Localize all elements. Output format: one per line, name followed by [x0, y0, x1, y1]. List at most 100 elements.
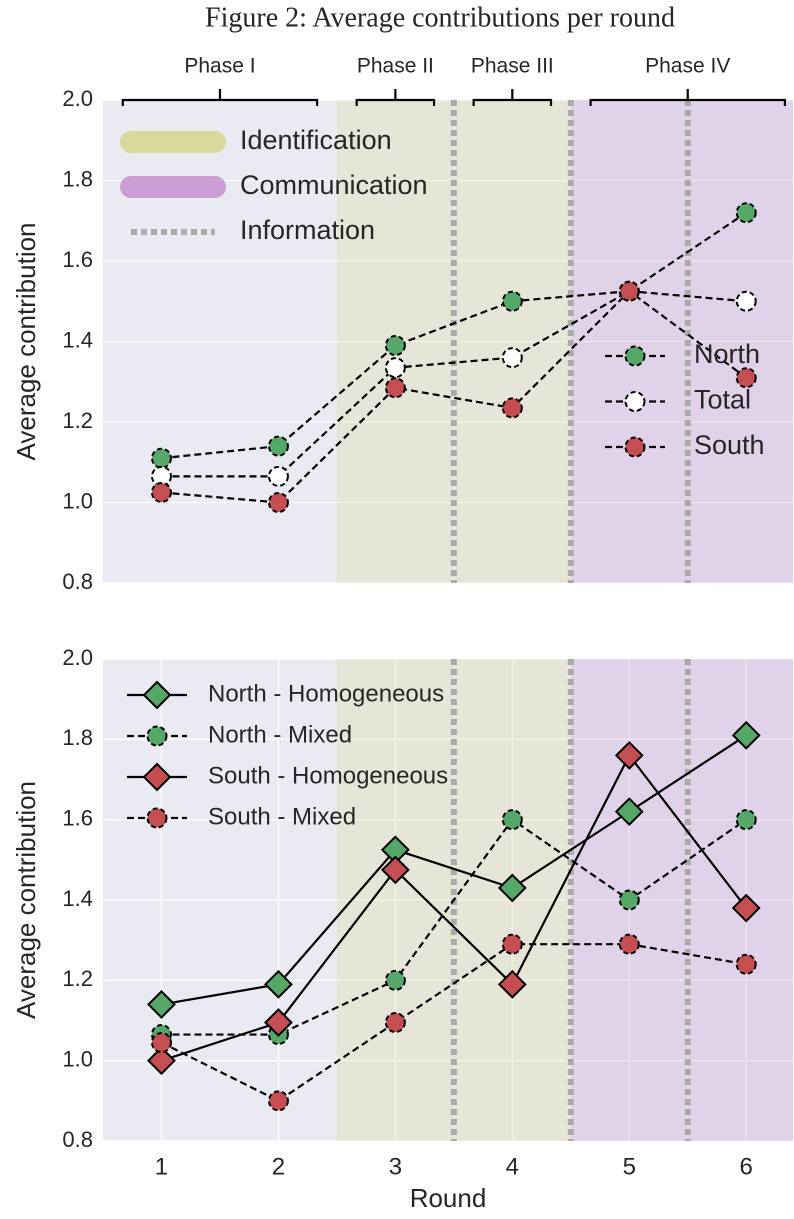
phase-bracket: [121, 89, 319, 106]
shaded-region: [570, 100, 793, 583]
marker: [267, 465, 289, 487]
figure-title: Figure 2: Average contributions per roun…: [205, 2, 675, 33]
series: [150, 933, 757, 1112]
y-axis-label: Average contribution: [11, 781, 41, 1019]
marker: [267, 492, 289, 513]
series-line: [161, 289, 747, 504]
series-line: [161, 290, 747, 478]
legend-marker: [142, 762, 172, 792]
legend-marker: [142, 680, 172, 710]
marker: [735, 202, 757, 224]
x-tick-label: 3: [389, 1153, 402, 1180]
marker: [384, 377, 406, 399]
marker: [501, 397, 523, 419]
y-tick-label: 0.8: [62, 569, 93, 594]
marker: [501, 347, 523, 369]
marker: [501, 809, 523, 831]
marker: [735, 953, 757, 975]
series-line: [161, 211, 747, 460]
series-line: [161, 734, 747, 1006]
legend-label: North - Mixed: [208, 721, 352, 748]
marker: [384, 335, 406, 357]
marker: [150, 447, 172, 469]
region-legend: Identification Communication Information: [120, 125, 428, 245]
y-tick-label: 1.8: [62, 166, 93, 191]
y-tick-label: 1.4: [62, 886, 93, 911]
y-tick-label: 2.0: [62, 645, 93, 670]
series: [150, 280, 757, 513]
phase-bracket: [472, 89, 553, 106]
marker: [618, 889, 640, 911]
legend: North - Homogeneous North - Mixed South - …: [127, 680, 448, 830]
marker: [147, 1046, 176, 1076]
marker: [618, 933, 640, 955]
x-tick-label: 6: [740, 1153, 753, 1180]
y-tick-label: 1.2: [62, 408, 93, 433]
marker: [384, 357, 406, 379]
y-tick-label: 1.6: [62, 805, 93, 830]
legend-marker: [146, 725, 168, 747]
marker: [384, 1012, 406, 1034]
y-tick-label: 1.2: [62, 966, 93, 991]
marker: [501, 290, 523, 312]
series-line: [160, 943, 747, 1103]
marker: [501, 933, 523, 955]
legend-label: South: [694, 430, 765, 460]
y-tick-label: 1.6: [62, 247, 93, 272]
marker: [735, 809, 757, 831]
phase-label: Phase I: [184, 55, 255, 78]
legend-label: Communication: [240, 170, 428, 200]
series-line: [161, 753, 748, 1062]
marker: [497, 969, 527, 999]
y-tick-label: 1.0: [62, 1046, 93, 1071]
legend-label: Information: [240, 215, 375, 245]
marker: [618, 280, 640, 302]
marker: [147, 990, 176, 1019]
marker: [497, 873, 527, 903]
legend-label: South - Homogeneous: [208, 762, 448, 789]
y-tick-label: 1.4: [62, 327, 93, 352]
marker: [735, 367, 757, 389]
x-tick-label: 4: [506, 1153, 519, 1180]
y-tick-label: 1.0: [62, 488, 93, 513]
marker: [264, 969, 293, 999]
series: [147, 720, 761, 1019]
marker: [384, 969, 406, 991]
marker: [735, 290, 757, 312]
legend-label: South - Mixed: [208, 803, 356, 830]
y-tick-label: 2.0: [62, 86, 93, 111]
series-line: [161, 818, 747, 1036]
marker: [731, 720, 761, 750]
legend-marker: [624, 391, 646, 412]
marker: [614, 797, 644, 827]
legend-marker: [624, 436, 646, 458]
phase-label: Phase III: [471, 55, 554, 78]
y-tick-label: 1.8: [62, 725, 93, 750]
y-axis-label: Average contribution: [11, 222, 41, 460]
marker: [264, 1008, 293, 1037]
x-tick-label: 5: [623, 1153, 636, 1180]
legend-marker: [146, 807, 168, 829]
legend-label: North: [694, 339, 760, 369]
y-tick-label: 0.8: [62, 1127, 93, 1152]
x-tick-label: 2: [272, 1153, 285, 1180]
phase-bracket: [589, 89, 786, 106]
phase-label: Phase II: [357, 55, 434, 78]
legend: North Total South: [605, 339, 765, 460]
legend-label: Total: [694, 385, 751, 415]
marker: [150, 465, 172, 487]
marker: [267, 1090, 289, 1112]
marker: [731, 893, 761, 923]
phase-bracket: [355, 89, 436, 106]
legend-marker: [624, 345, 646, 367]
x-tick-label: 1: [155, 1153, 168, 1180]
series: [147, 740, 761, 1076]
x-axis-label: Round: [410, 1183, 487, 1213]
legend-label: North - Homogeneous: [208, 680, 444, 707]
marker: [150, 1032, 172, 1054]
marker: [150, 481, 172, 503]
shaded-region: [570, 659, 793, 1141]
marker: [614, 740, 644, 770]
legend-label: Identification: [240, 125, 392, 155]
